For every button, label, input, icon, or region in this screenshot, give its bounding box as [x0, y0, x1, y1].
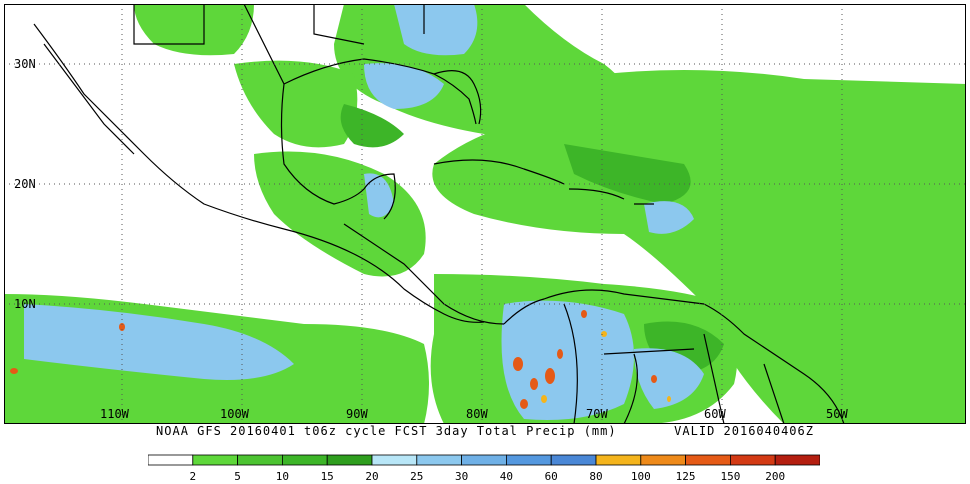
precip-layer — [4, 4, 966, 424]
legend-label: 100 — [631, 470, 651, 483]
color-legend: 2 5 10 15 20 25 30 40 60 80 100 125 150 200 — [148, 454, 820, 483]
grid — [4, 4, 966, 424]
map-caption: NOAA GFS 20160401 t06z cycle FCST 3day T… — [156, 424, 814, 438]
legend-label: 15 — [321, 470, 334, 483]
legend-label: 150 — [720, 470, 740, 483]
lat-label-30n: 30N — [14, 57, 36, 71]
legend-swatch — [774, 454, 820, 466]
lat-label-20n: 20N — [14, 177, 36, 191]
legend-swatch — [640, 454, 686, 466]
legend-label: 10 — [276, 470, 289, 483]
precip-map: 30N 20N 10N 110W 100W 90W 80W 70W 60W 50… — [4, 4, 966, 424]
legend-label: 25 — [410, 470, 423, 483]
legend-swatch — [416, 454, 462, 466]
legend-label: 200 — [765, 470, 785, 483]
lon-label-110w: 110W — [100, 407, 130, 421]
legend-swatch — [148, 454, 194, 466]
legend-swatch — [550, 454, 597, 466]
legend-swatch — [730, 454, 776, 466]
legend-swatch — [595, 454, 642, 466]
legend-label: 5 — [234, 470, 241, 483]
legend-label: 30 — [455, 470, 468, 483]
legend-swatch — [685, 454, 731, 466]
legend-swatch — [281, 454, 328, 466]
legend-label: 20 — [365, 470, 378, 483]
lon-label-90w: 90W — [346, 407, 368, 421]
legend-swatch — [461, 454, 507, 466]
legend-swatch — [326, 454, 373, 466]
legend-label: 40 — [500, 470, 513, 483]
legend-label: 125 — [676, 470, 696, 483]
lat-label-10n: 10N — [14, 297, 36, 311]
lon-label-60w: 60W — [704, 407, 726, 421]
lon-label-100w: 100W — [220, 407, 250, 421]
legend-swatch — [371, 454, 418, 466]
legend-label: 2 — [189, 470, 196, 483]
lon-label-50w: 50W — [826, 407, 848, 421]
lon-label-80w: 80W — [466, 407, 488, 421]
coastlines — [33, 4, 845, 424]
legend-swatch — [192, 454, 238, 466]
lon-label-70w: 70W — [586, 407, 608, 421]
legend-swatch — [505, 454, 552, 466]
legend-swatch — [237, 454, 283, 466]
map-border — [4, 4, 966, 424]
legend-label: 60 — [545, 470, 558, 483]
legend-label: 80 — [589, 470, 602, 483]
